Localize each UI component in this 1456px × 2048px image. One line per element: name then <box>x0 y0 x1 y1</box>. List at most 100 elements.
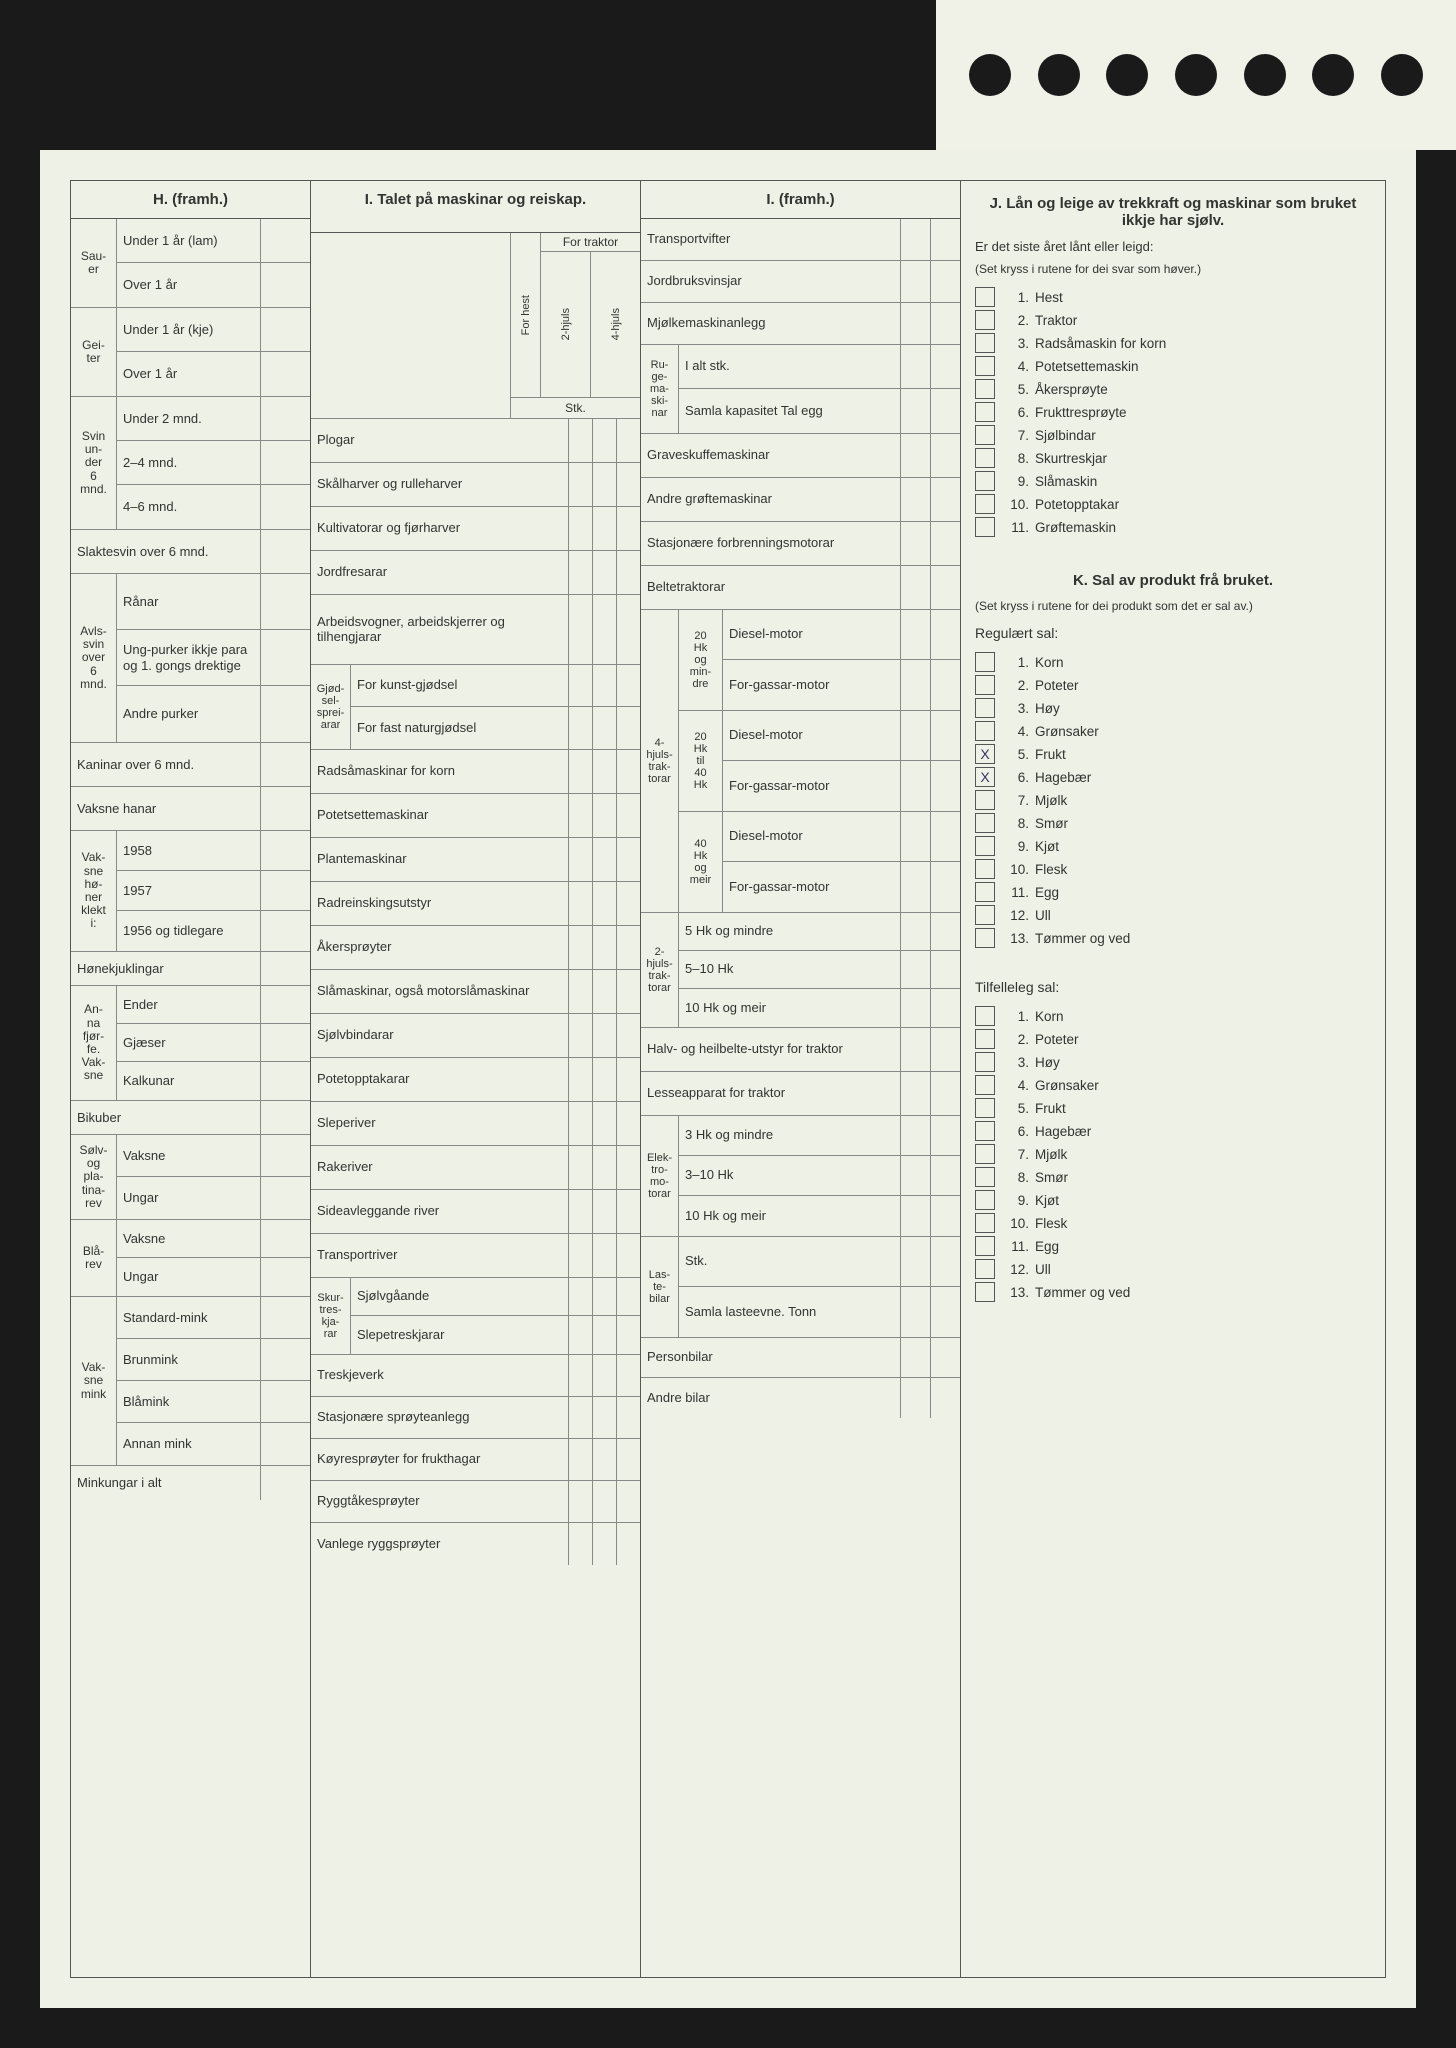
k-checkbox[interactable] <box>975 790 995 810</box>
i1-cell[interactable] <box>592 1523 616 1565</box>
k-checkbox[interactable]: X <box>975 767 995 787</box>
h-cell[interactable] <box>260 743 310 786</box>
h-cell[interactable] <box>260 911 310 951</box>
i2-cell[interactable] <box>900 862 930 912</box>
i1-cell[interactable] <box>616 1481 640 1522</box>
i1-cell[interactable] <box>592 665 616 706</box>
i2-cell[interactable] <box>930 660 960 710</box>
h-cell[interactable] <box>260 686 310 742</box>
i1-cell[interactable] <box>616 595 640 664</box>
i1-cell[interactable] <box>568 1102 592 1145</box>
i1-cell[interactable] <box>592 1439 616 1480</box>
i1-cell[interactable] <box>568 1190 592 1233</box>
h-cell[interactable] <box>260 1024 310 1061</box>
j-checkbox[interactable] <box>975 494 995 514</box>
h-cell[interactable] <box>260 787 310 830</box>
i1-cell[interactable] <box>616 1397 640 1438</box>
i2-cell[interactable] <box>930 219 960 260</box>
k-checkbox[interactable]: X <box>975 744 995 764</box>
i1-cell[interactable] <box>592 926 616 969</box>
i2-cell[interactable] <box>900 345 930 388</box>
k-checkbox[interactable] <box>975 1213 995 1233</box>
i1-cell[interactable] <box>592 882 616 925</box>
i1-cell[interactable] <box>568 970 592 1013</box>
i1-cell[interactable] <box>568 551 592 594</box>
i2-cell[interactable] <box>900 1287 930 1337</box>
i2-cell[interactable] <box>900 303 930 344</box>
j-checkbox[interactable] <box>975 425 995 445</box>
k-checkbox[interactable] <box>975 1167 995 1187</box>
h-cell[interactable] <box>260 1062 310 1100</box>
i1-cell[interactable] <box>568 750 592 793</box>
i2-cell[interactable] <box>900 989 930 1027</box>
k-checkbox[interactable] <box>975 1006 995 1026</box>
i2-cell[interactable] <box>900 761 930 811</box>
i1-cell[interactable] <box>592 1190 616 1233</box>
k-checkbox[interactable] <box>975 721 995 741</box>
i1-cell[interactable] <box>568 1146 592 1189</box>
h-cell[interactable] <box>260 263 310 307</box>
k-checkbox[interactable] <box>975 836 995 856</box>
i2-cell[interactable] <box>930 1072 960 1115</box>
i2-cell[interactable] <box>930 1156 960 1195</box>
i1-cell[interactable] <box>616 419 640 462</box>
i1-cell[interactable] <box>616 926 640 969</box>
k-checkbox[interactable] <box>975 1144 995 1164</box>
i2-cell[interactable] <box>930 862 960 912</box>
h-cell[interactable] <box>260 1339 310 1380</box>
k-checkbox[interactable] <box>975 698 995 718</box>
i2-cell[interactable] <box>930 610 960 659</box>
i1-cell[interactable] <box>568 1316 592 1354</box>
k-checkbox[interactable] <box>975 1236 995 1256</box>
k-checkbox[interactable] <box>975 1052 995 1072</box>
i2-cell[interactable] <box>930 1378 960 1418</box>
i1-cell[interactable] <box>568 595 592 664</box>
h-cell[interactable] <box>260 574 310 629</box>
h-cell[interactable] <box>260 1220 310 1257</box>
i2-cell[interactable] <box>930 812 960 861</box>
h-cell[interactable] <box>260 308 310 351</box>
i2-cell[interactable] <box>930 1196 960 1236</box>
i2-cell[interactable] <box>900 610 930 659</box>
i1-cell[interactable] <box>568 882 592 925</box>
i2-cell[interactable] <box>930 761 960 811</box>
i1-cell[interactable] <box>592 507 616 550</box>
k-checkbox[interactable] <box>975 1121 995 1141</box>
h-cell[interactable] <box>260 831 310 870</box>
i1-cell[interactable] <box>616 707 640 749</box>
i2-cell[interactable] <box>930 1338 960 1377</box>
i2-cell[interactable] <box>930 711 960 760</box>
i1-cell[interactable] <box>592 1481 616 1522</box>
i1-cell[interactable] <box>592 794 616 837</box>
i1-cell[interactable] <box>592 838 616 881</box>
i1-cell[interactable] <box>616 665 640 706</box>
i1-cell[interactable] <box>616 750 640 793</box>
i2-cell[interactable] <box>930 1028 960 1071</box>
i1-cell[interactable] <box>568 707 592 749</box>
i1-cell[interactable] <box>592 707 616 749</box>
k-checkbox[interactable] <box>975 1259 995 1279</box>
i2-cell[interactable] <box>930 478 960 521</box>
j-checkbox[interactable] <box>975 517 995 537</box>
j-checkbox[interactable] <box>975 471 995 491</box>
i1-cell[interactable] <box>592 551 616 594</box>
h-cell[interactable] <box>260 952 310 985</box>
i2-cell[interactable] <box>930 522 960 565</box>
i1-cell[interactable] <box>616 1355 640 1396</box>
i1-cell[interactable] <box>592 1234 616 1277</box>
i1-cell[interactable] <box>568 1355 592 1396</box>
i2-cell[interactable] <box>930 913 960 950</box>
i1-cell[interactable] <box>568 926 592 969</box>
h-cell[interactable] <box>260 1297 310 1338</box>
i2-cell[interactable] <box>900 1338 930 1377</box>
i1-cell[interactable] <box>592 1278 616 1315</box>
i1-cell[interactable] <box>592 1058 616 1101</box>
i2-cell[interactable] <box>930 1116 960 1155</box>
i1-cell[interactable] <box>592 1102 616 1145</box>
i2-cell[interactable] <box>930 1237 960 1286</box>
i1-cell[interactable] <box>568 1481 592 1522</box>
i1-cell[interactable] <box>568 1523 592 1565</box>
i2-cell[interactable] <box>900 1028 930 1071</box>
i1-cell[interactable] <box>592 1146 616 1189</box>
k-checkbox[interactable] <box>975 1029 995 1049</box>
